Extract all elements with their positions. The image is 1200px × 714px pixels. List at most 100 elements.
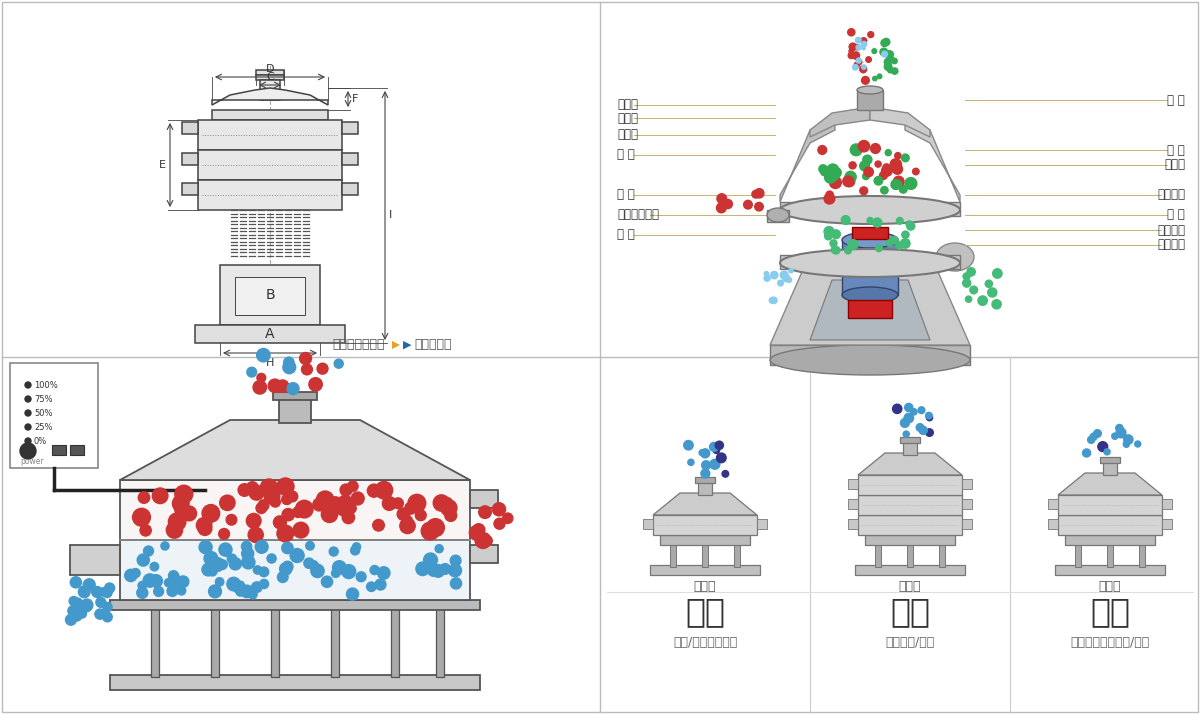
Circle shape bbox=[350, 546, 360, 555]
Circle shape bbox=[449, 564, 462, 577]
Circle shape bbox=[293, 522, 308, 538]
Circle shape bbox=[202, 505, 220, 522]
Circle shape bbox=[966, 296, 972, 302]
Text: B: B bbox=[265, 288, 275, 302]
Circle shape bbox=[66, 614, 77, 625]
Circle shape bbox=[853, 64, 858, 70]
Text: 筛 盘: 筛 盘 bbox=[1168, 208, 1186, 221]
Circle shape bbox=[863, 173, 869, 180]
Circle shape bbox=[175, 486, 193, 503]
Circle shape bbox=[445, 510, 457, 521]
Circle shape bbox=[168, 570, 179, 580]
Circle shape bbox=[178, 576, 188, 588]
Circle shape bbox=[138, 492, 150, 503]
Circle shape bbox=[340, 484, 352, 496]
Bar bbox=[198, 180, 342, 210]
Text: 双层式: 双层式 bbox=[1099, 580, 1121, 593]
Circle shape bbox=[336, 501, 350, 516]
Circle shape bbox=[421, 522, 439, 540]
Circle shape bbox=[770, 271, 778, 278]
Bar bbox=[271, 605, 278, 677]
Circle shape bbox=[373, 520, 384, 531]
Circle shape bbox=[322, 576, 332, 588]
Bar bbox=[858, 495, 962, 515]
Bar bbox=[1066, 535, 1154, 545]
Bar bbox=[436, 605, 444, 677]
Bar bbox=[962, 499, 972, 509]
Circle shape bbox=[310, 560, 318, 570]
Circle shape bbox=[95, 609, 106, 619]
Circle shape bbox=[436, 545, 443, 553]
Circle shape bbox=[450, 578, 462, 589]
Circle shape bbox=[475, 533, 491, 548]
Circle shape bbox=[450, 555, 461, 566]
Bar bbox=[770, 345, 970, 365]
Circle shape bbox=[248, 528, 263, 543]
Circle shape bbox=[859, 187, 868, 195]
Circle shape bbox=[860, 38, 866, 44]
Circle shape bbox=[702, 461, 710, 470]
Circle shape bbox=[290, 548, 304, 563]
Circle shape bbox=[862, 76, 869, 84]
Circle shape bbox=[72, 610, 82, 621]
Circle shape bbox=[913, 169, 919, 175]
Bar bbox=[962, 519, 972, 529]
Text: 外形尺寸示意图: 外形尺寸示意图 bbox=[332, 338, 385, 351]
Circle shape bbox=[858, 141, 870, 152]
Bar bbox=[470, 490, 498, 508]
Circle shape bbox=[25, 424, 31, 430]
Circle shape bbox=[868, 218, 874, 223]
Circle shape bbox=[104, 583, 115, 593]
Text: 筛 网: 筛 网 bbox=[1168, 94, 1186, 106]
Bar bbox=[1075, 540, 1081, 567]
Circle shape bbox=[234, 585, 242, 593]
Bar bbox=[702, 540, 708, 567]
Circle shape bbox=[250, 486, 264, 500]
Circle shape bbox=[257, 348, 270, 362]
Circle shape bbox=[701, 449, 709, 458]
Circle shape bbox=[138, 581, 146, 590]
Circle shape bbox=[829, 171, 839, 181]
Circle shape bbox=[248, 590, 257, 599]
Circle shape bbox=[367, 484, 380, 497]
Circle shape bbox=[854, 62, 859, 68]
Bar bbox=[848, 479, 858, 489]
Circle shape bbox=[821, 169, 828, 176]
Circle shape bbox=[911, 408, 917, 415]
Circle shape bbox=[235, 581, 245, 590]
Circle shape bbox=[716, 453, 726, 463]
Circle shape bbox=[832, 246, 838, 253]
Bar bbox=[120, 480, 470, 540]
Circle shape bbox=[824, 193, 835, 204]
Circle shape bbox=[253, 565, 262, 574]
Text: 50%: 50% bbox=[34, 408, 53, 418]
Bar bbox=[220, 265, 320, 325]
Circle shape bbox=[366, 582, 376, 591]
Bar bbox=[1162, 519, 1172, 529]
Circle shape bbox=[378, 567, 390, 579]
Circle shape bbox=[218, 528, 229, 539]
Circle shape bbox=[844, 176, 854, 187]
Bar bbox=[1058, 515, 1162, 535]
Circle shape bbox=[877, 74, 882, 79]
Bar bbox=[643, 519, 653, 529]
Circle shape bbox=[348, 481, 358, 491]
Circle shape bbox=[197, 518, 212, 533]
Bar bbox=[260, 80, 280, 100]
Circle shape bbox=[701, 469, 710, 478]
Circle shape bbox=[826, 191, 833, 198]
Circle shape bbox=[880, 48, 888, 56]
Bar bbox=[734, 540, 740, 567]
Circle shape bbox=[301, 364, 312, 375]
Text: 除杂: 除杂 bbox=[1090, 595, 1130, 628]
Bar bbox=[274, 392, 317, 400]
Circle shape bbox=[277, 525, 294, 542]
Circle shape bbox=[875, 161, 881, 167]
Circle shape bbox=[1111, 433, 1118, 439]
Polygon shape bbox=[810, 107, 870, 137]
Circle shape bbox=[883, 164, 890, 171]
Circle shape bbox=[884, 59, 892, 66]
Circle shape bbox=[241, 541, 252, 551]
Circle shape bbox=[752, 191, 760, 198]
Circle shape bbox=[397, 508, 409, 521]
